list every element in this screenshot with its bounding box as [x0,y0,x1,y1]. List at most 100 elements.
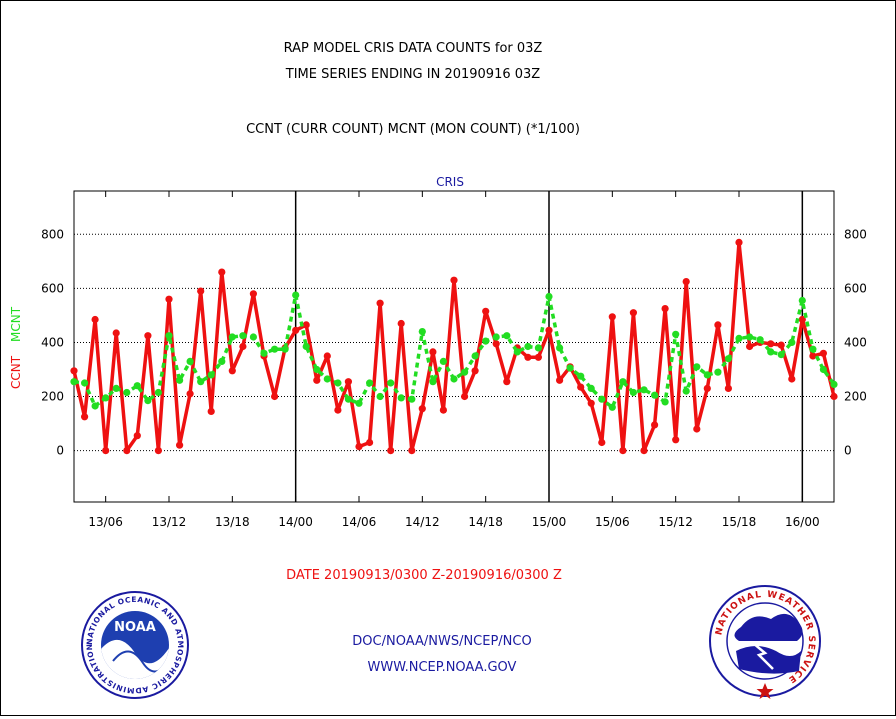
data-point-mcnt [355,399,363,407]
data-point-mcnt [228,333,236,341]
ytick-label-left: 600 [41,281,64,295]
data-point-mcnt [682,387,690,395]
data-point-ccnt [228,367,236,375]
plot-frame-layer [73,190,835,503]
xtick-label: 16/00 [785,515,820,529]
data-point-ccnt [798,315,806,324]
ytick-label-left: 0 [56,444,64,458]
data-point-ccnt [598,438,606,447]
data-point-ccnt [746,342,754,351]
xtick-label: 14/00 [278,515,313,529]
data-point-mcnt [651,391,659,399]
ytick-label-left: 200 [41,390,64,404]
data-point-mcnt [387,379,395,387]
data-point-mcnt [176,376,184,384]
data-point-ccnt [355,443,363,451]
data-point-mcnt [165,332,173,340]
ylabel-mcnt: MCNT [9,306,23,342]
data-point-ccnt [714,321,722,329]
data-point-ccnt [334,406,342,414]
series-layer [70,238,838,455]
data-point-mcnt [566,364,574,372]
data-point-ccnt [144,332,152,340]
ytick-label-right: 200 [844,390,867,404]
series-line-ccnt [72,240,836,453]
data-point-mcnt [302,342,310,351]
plot-frame [73,190,835,503]
star-icon [756,683,774,699]
data-point-ccnt [186,390,194,398]
data-point-ccnt [819,349,828,357]
xtick-label: 15/00 [532,515,567,529]
panel-label: CRIS [436,175,464,189]
data-point-ccnt [587,399,595,407]
data-point-mcnt [746,333,754,341]
data-point-mcnt [207,371,215,379]
noaa-logo-text: NOAA [114,620,156,635]
data-point-ccnt [366,438,374,447]
nws-logo: NATIONAL WEATHER SERVICE [709,585,821,699]
data-point-ccnt [397,319,405,328]
data-point-mcnt [503,332,511,340]
xtick-label: 13/12 [152,515,187,529]
chart-subtitle: CCNT (CURR COUNT) MCNT (MON COUNT) (*1/1… [246,122,580,137]
cloud-icon [734,613,803,641]
data-point-ccnt [672,436,680,444]
xtick-label: 13/18 [215,515,250,529]
data-point-ccnt [239,342,247,351]
data-point-mcnt [334,379,342,387]
ytick-label-right: 600 [844,281,867,295]
data-point-ccnt [471,367,479,375]
data-point-mcnt [461,368,469,376]
data-point-mcnt [598,395,606,403]
data-point-ccnt [376,299,384,307]
data-point-mcnt [281,345,289,353]
data-point-mcnt [587,384,595,392]
data-point-mcnt [186,357,194,365]
data-point-mcnt [123,388,131,397]
footer-org: DOC/NOAA/NWS/NCEP/NCO [352,634,531,649]
data-point-mcnt [429,378,437,386]
xtick-label: 13/06 [88,515,123,529]
chart-title-line1: RAP MODEL CRIS DATA COUNTS for 03Z [284,41,543,56]
data-point-ccnt [577,383,585,391]
data-point-ccnt [651,421,659,429]
data-point-mcnt [418,328,426,336]
data-point-mcnt [366,379,374,387]
data-point-mcnt [439,357,447,365]
data-point-ccnt [640,447,648,455]
data-point-ccnt [682,278,690,286]
data-point-ccnt [619,447,627,455]
data-point-mcnt [144,397,152,405]
ytick-label-right: 400 [844,335,867,349]
data-point-ccnt [767,340,775,348]
data-point-ccnt [387,447,395,455]
data-point-mcnt [819,365,828,374]
data-point-mcnt [313,365,321,374]
data-point-ccnt [545,326,553,334]
data-point-ccnt [703,384,711,392]
data-point-mcnt [735,334,743,342]
data-point-mcnt [81,379,89,387]
data-point-ccnt [735,238,743,246]
data-point-mcnt [323,375,331,383]
xtick-label: 14/18 [468,515,503,529]
data-point-ccnt [429,348,437,356]
chart-title-line2: TIME SERIES ENDING IN 20190916 03Z [285,67,541,82]
ytick-label-left: 800 [41,227,64,241]
data-point-ccnt [534,353,543,361]
wave-icon [736,646,801,674]
data-point-ccnt [154,447,162,455]
data-point-ccnt [408,447,416,455]
data-point-ccnt [556,376,564,384]
xtick-label: 15/18 [722,515,757,529]
data-point-mcnt [524,342,532,351]
data-point-mcnt [154,388,162,397]
data-point-mcnt [703,371,711,379]
date-range-label: DATE 20190913/0300 Z-20190916/0300 Z [286,568,562,583]
data-point-mcnt [788,338,796,346]
data-point-ccnt [693,425,701,433]
data-point-mcnt [249,333,257,341]
data-point-mcnt [640,386,648,394]
